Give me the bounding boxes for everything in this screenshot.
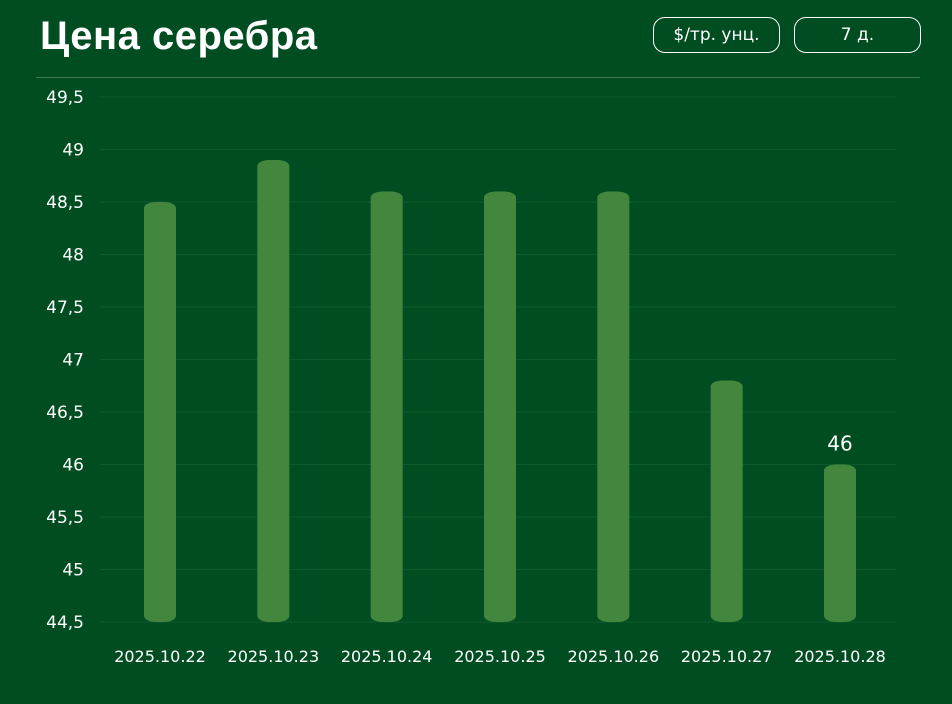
y-tick-label: 46 <box>62 456 84 476</box>
x-tick-label: 2025.10.22 <box>114 647 206 666</box>
bars <box>144 160 856 622</box>
x-tick-label: 2025.10.24 <box>341 647 433 666</box>
x-tick-label: 2025.10.28 <box>794 647 886 666</box>
x-tick-label: 2025.10.23 <box>228 647 320 666</box>
y-tick-label: 46,5 <box>46 403 84 423</box>
x-tick-label: 2025.10.26 <box>568 647 660 666</box>
y-tick-label: 49,5 <box>46 88 84 108</box>
y-tick-label: 47,5 <box>46 298 84 318</box>
y-tick-label: 49 <box>62 141 84 161</box>
y-tick-label: 44,5 <box>46 613 84 633</box>
y-tick-label: 45,5 <box>46 508 84 528</box>
bar-2025.10.24[interactable] <box>370 191 403 623</box>
header-divider <box>36 77 920 78</box>
data-labels: 46 <box>827 432 852 456</box>
x-tick-label: 2025.10.25 <box>454 647 546 666</box>
y-axis: 44,5 45 45,5 46 46,5 47 47,5 48 48,5 49 49,5 <box>46 88 84 633</box>
bar-2025.10.23[interactable] <box>257 160 290 622</box>
unit-toggle-button[interactable]: $/тр. унц. <box>653 17 780 53</box>
bar-2025.10.28[interactable] <box>824 464 856 623</box>
bar-2025.10.26[interactable] <box>597 191 630 623</box>
y-tick-label: 47 <box>62 351 84 371</box>
y-tick-label: 48,5 <box>46 193 84 213</box>
y-tick-label: 48 <box>62 246 84 266</box>
bar-2025.10.22[interactable] <box>144 202 176 622</box>
period-select-button[interactable]: 7 д. <box>794 17 921 53</box>
x-tick-label: 2025.10.27 <box>681 647 773 666</box>
y-tick-label: 45 <box>62 561 84 581</box>
bar-2025.10.27[interactable] <box>710 380 743 623</box>
data-label: 46 <box>827 432 852 456</box>
bar-2025.10.25[interactable] <box>484 191 516 623</box>
page-title: Цена серебра <box>40 14 318 58</box>
x-axis: 2025.10.22 2025.10.23 2025.10.24 2025.10.25… <box>114 647 886 666</box>
